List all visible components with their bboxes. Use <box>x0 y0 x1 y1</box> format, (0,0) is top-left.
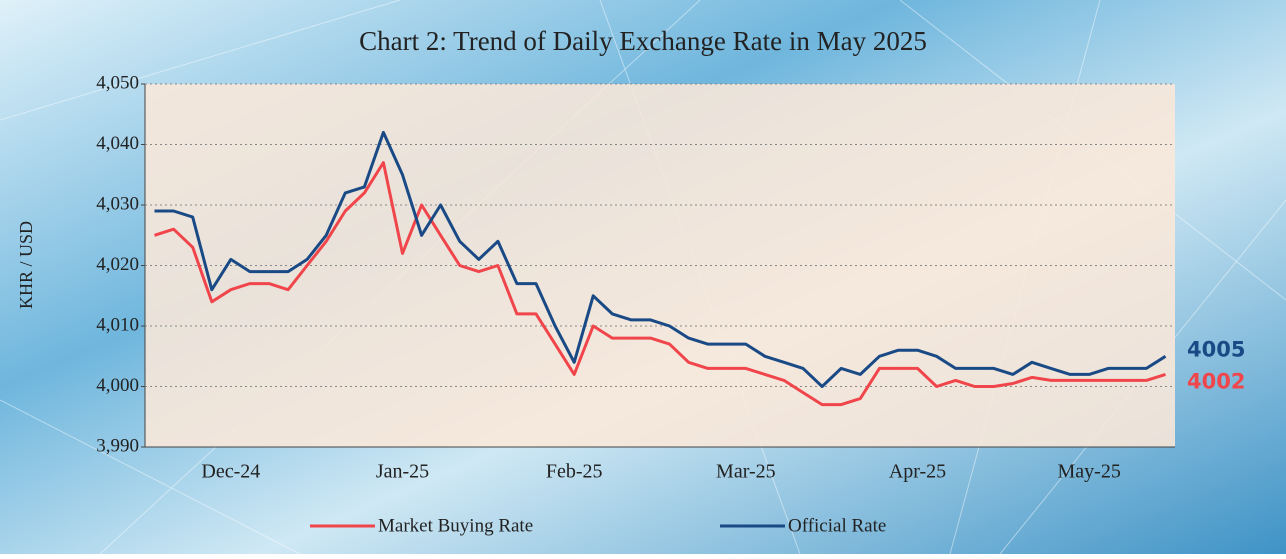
legend-label: Official Rate <box>788 515 886 536</box>
x-tick-label: May-25 <box>1058 461 1121 483</box>
line-series <box>154 130 1167 388</box>
x-tick-label: Apr-25 <box>889 461 946 483</box>
y-tick-label: 4,050 <box>96 72 139 93</box>
x-tick-label: Mar-25 <box>716 461 776 483</box>
chart-title: Chart 2: Trend of Daily Exchange Rate in… <box>359 26 927 56</box>
legend-label: Market Buying Rate <box>378 515 533 536</box>
x-tick-label: Jan-25 <box>376 461 429 483</box>
y-tick-label: 4,040 <box>96 133 139 154</box>
line-series <box>154 161 1166 407</box>
y-axis-label: KHR / USD <box>16 221 36 309</box>
y-tick-label: 4,000 <box>96 375 139 396</box>
end-label: 4005 <box>1187 337 1245 361</box>
x-tick-label: Feb-25 <box>546 461 603 483</box>
y-tick-label: 4,030 <box>96 193 139 214</box>
y-tick-label: 4,020 <box>96 254 139 275</box>
y-tick-label: 4,010 <box>96 314 139 335</box>
y-tick-label: 3,990 <box>96 435 139 456</box>
end-label: 4002 <box>1187 369 1245 393</box>
x-tick-label: Dec-24 <box>201 461 260 483</box>
